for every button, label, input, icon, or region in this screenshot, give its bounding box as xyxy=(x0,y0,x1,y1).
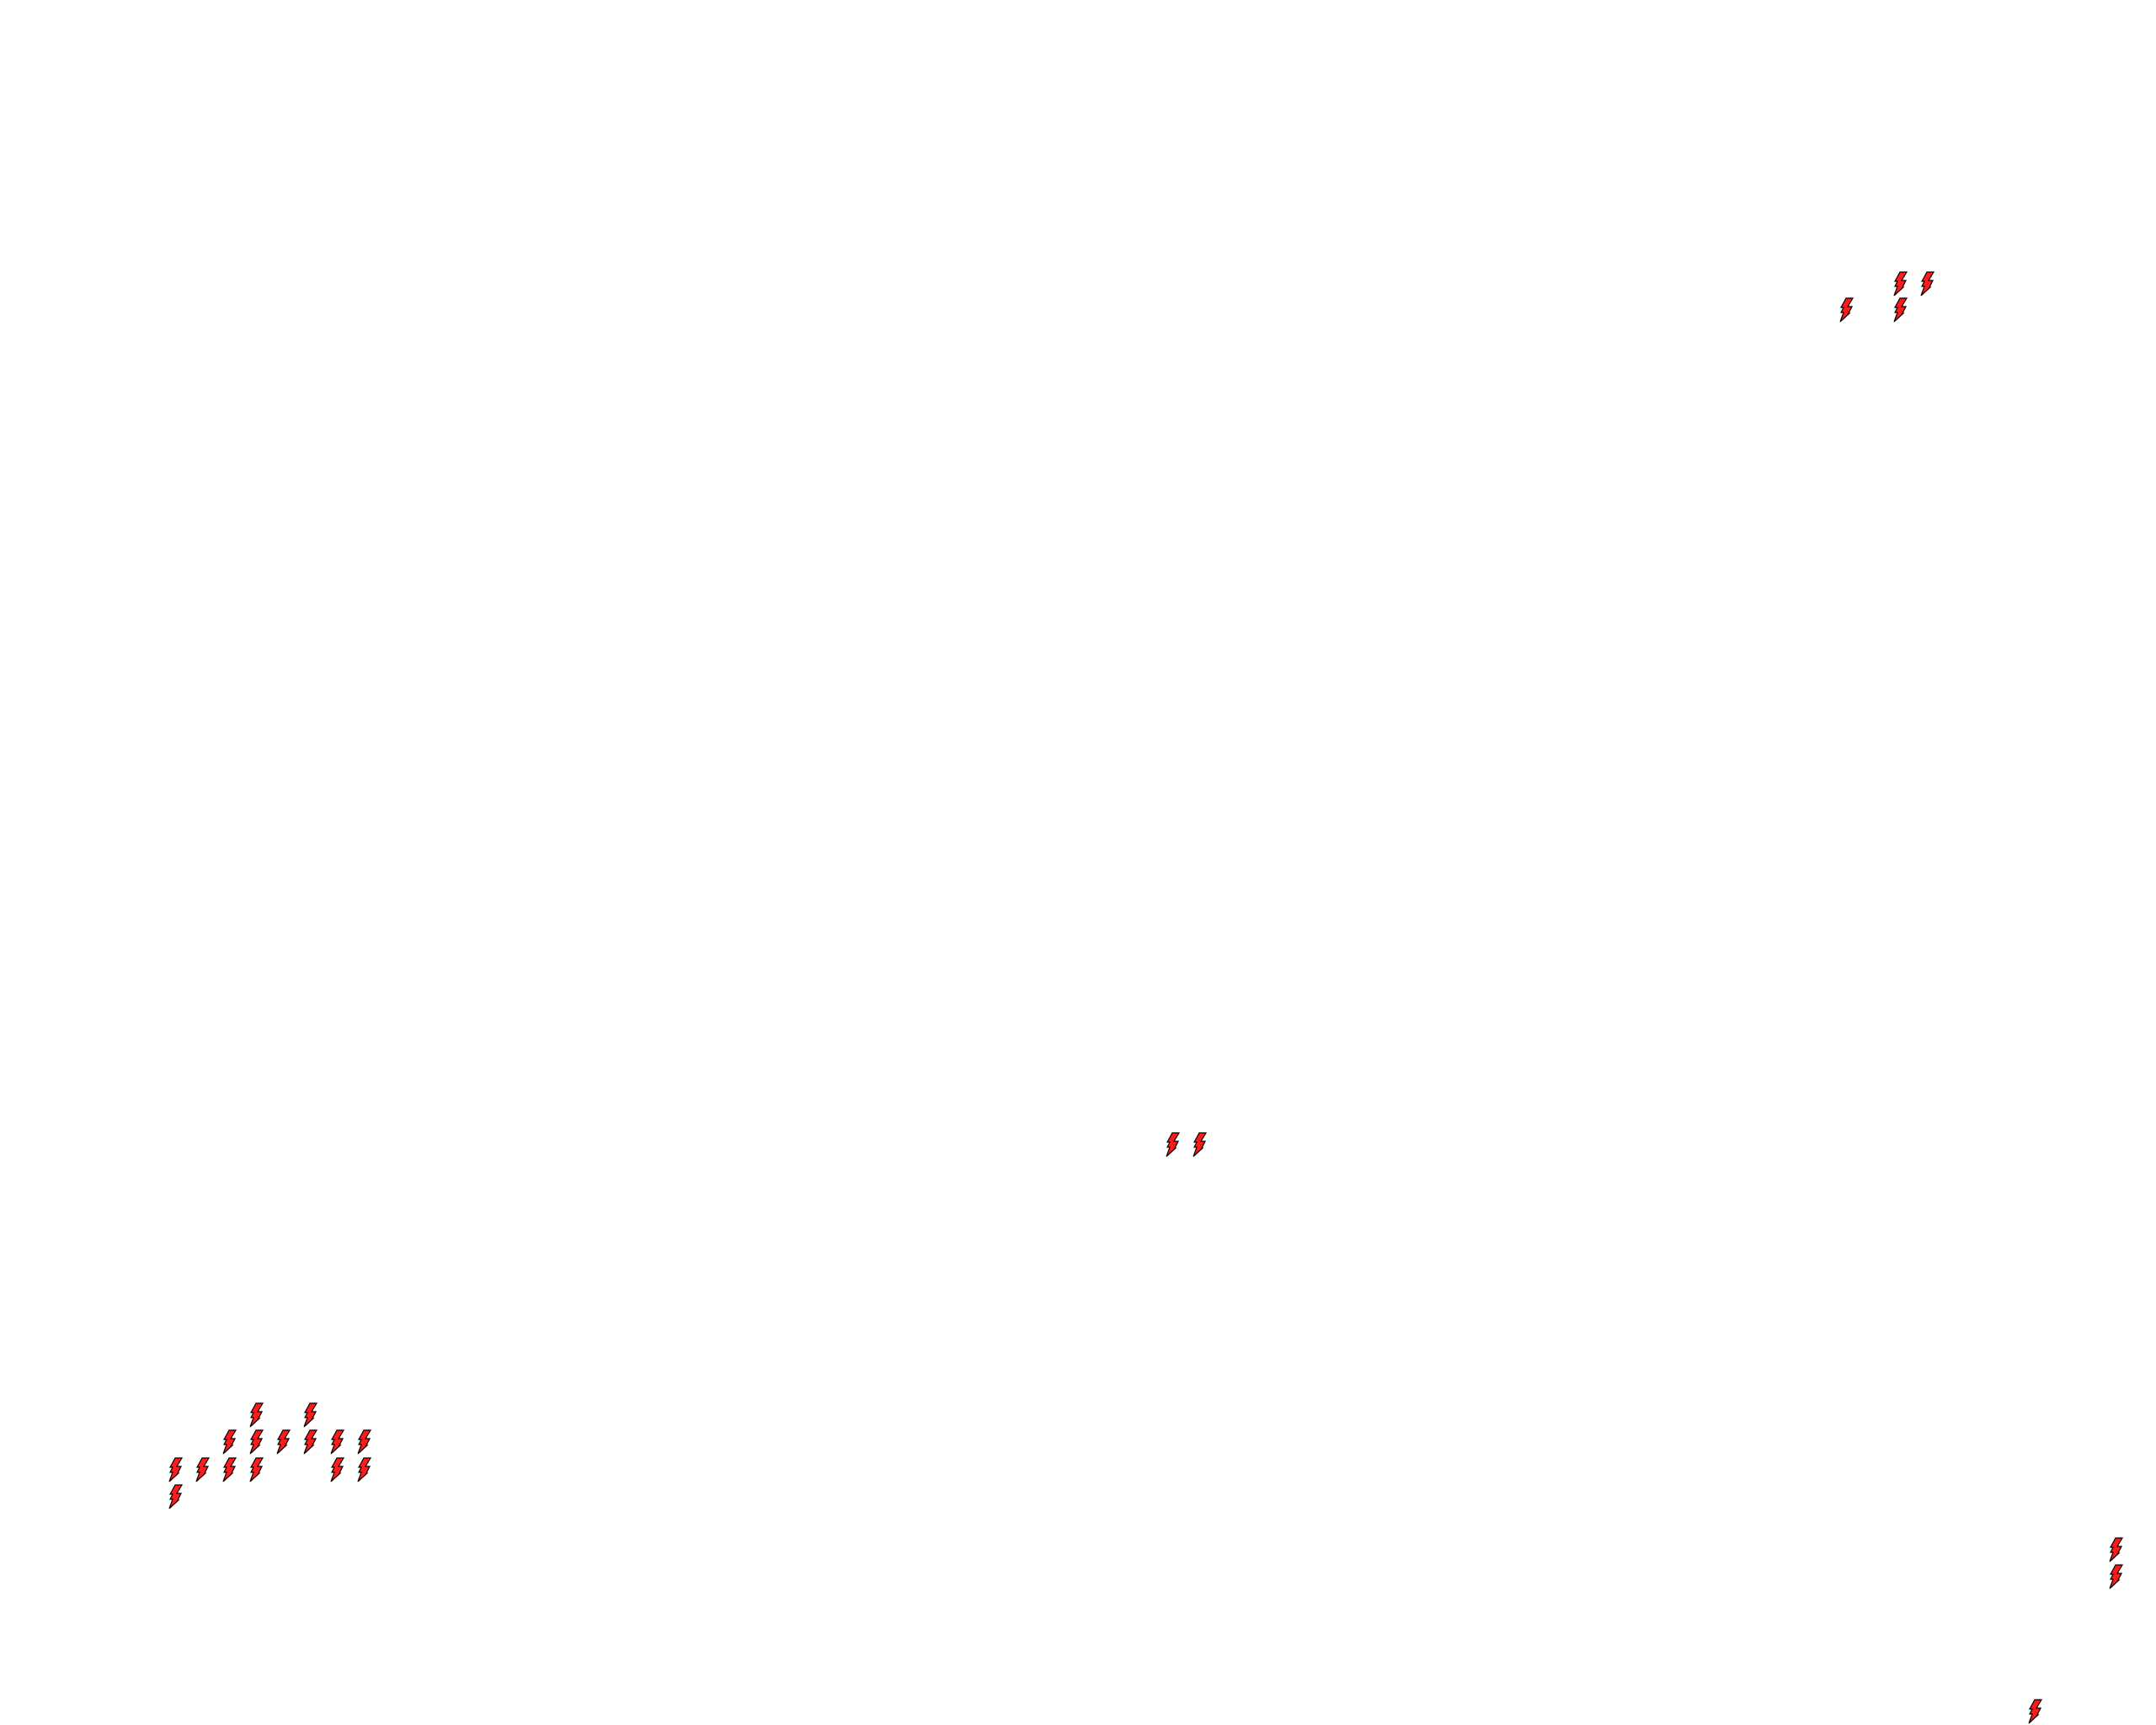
lightning-bolt-icon[interactable] xyxy=(2108,1564,2124,1589)
lightning-bolt-icon[interactable] xyxy=(356,1429,372,1455)
lightning-bolt-icon[interactable] xyxy=(195,1457,211,1482)
lightning-bolt-icon[interactable] xyxy=(248,1457,264,1482)
lightning-bolt-icon[interactable] xyxy=(1838,297,1854,323)
lightning-bolt-icon[interactable] xyxy=(248,1402,264,1428)
lightning-bolt-icon[interactable] xyxy=(1919,271,1935,296)
lightning-bolt-icon[interactable] xyxy=(248,1429,264,1455)
lightning-bolt-icon[interactable] xyxy=(302,1402,318,1428)
lightning-bolt-icon[interactable] xyxy=(329,1457,345,1482)
lightning-bolt-icon[interactable] xyxy=(221,1457,237,1482)
lightning-bolt-icon[interactable] xyxy=(302,1429,318,1455)
lightning-bolt-icon[interactable] xyxy=(275,1429,291,1455)
lightning-bolt-icon[interactable] xyxy=(356,1457,372,1482)
lightning-bolt-icon[interactable] xyxy=(221,1429,237,1455)
lightning-bolt-icon[interactable] xyxy=(168,1457,184,1482)
lightning-bolt-icon[interactable] xyxy=(2108,1537,2124,1562)
lightning-bolt-icon[interactable] xyxy=(329,1429,345,1455)
lightning-bolt-icon[interactable] xyxy=(1192,1132,1208,1157)
lightning-bolt-icon[interactable] xyxy=(1165,1132,1181,1157)
lightning-bolt-icon[interactable] xyxy=(2027,1699,2043,1724)
lightning-bolt-icon[interactable] xyxy=(168,1484,184,1509)
lightning-bolt-icon[interactable] xyxy=(1892,271,1908,296)
lightning-bolt-icon[interactable] xyxy=(1892,297,1908,323)
